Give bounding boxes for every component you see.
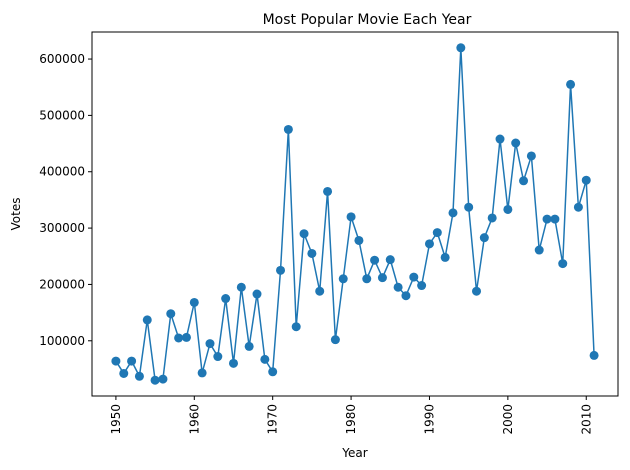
data-point <box>252 289 262 299</box>
data-point <box>464 202 474 212</box>
data-point <box>432 228 442 238</box>
data-point <box>401 291 411 301</box>
data-point <box>213 352 223 362</box>
data-point <box>354 235 364 245</box>
data-point <box>283 124 293 134</box>
data-point <box>142 315 152 325</box>
data-point <box>448 208 458 218</box>
data-point <box>205 339 215 349</box>
y-axis-label: Votes <box>9 198 23 231</box>
data-point <box>236 282 246 292</box>
data-point <box>589 350 599 360</box>
chart-title: Most Popular Movie Each Year <box>263 12 472 28</box>
y-tick-label: 400000 <box>39 165 85 179</box>
data-point <box>409 272 419 282</box>
data-point <box>456 43 466 53</box>
data-point <box>166 309 176 319</box>
data-point <box>330 335 340 345</box>
data-point <box>503 204 513 214</box>
data-point <box>299 229 309 239</box>
data-point <box>346 212 356 222</box>
y-axis: 100000 200000 300000 400000 500000 600000 <box>39 52 92 348</box>
y-tick-label: 600000 <box>39 52 85 66</box>
x-tick-label: 1970 <box>266 404 280 435</box>
data-point <box>134 371 144 381</box>
data-point <box>127 356 137 366</box>
data-point <box>150 375 160 385</box>
y-tick-label: 500000 <box>39 108 85 122</box>
data-point <box>189 297 199 307</box>
x-tick-label: 2010 <box>579 404 593 435</box>
data-point <box>519 176 529 186</box>
data-point <box>417 281 427 291</box>
data-point <box>479 233 489 243</box>
data-point <box>393 282 403 292</box>
data-point <box>511 138 521 148</box>
data-point <box>550 214 560 224</box>
data-point <box>338 274 348 284</box>
data-point <box>111 356 121 366</box>
x-axis: 1950 1960 1970 1980 1990 2000 2010 <box>109 396 593 435</box>
data-point <box>377 273 387 283</box>
x-axis-label: Year <box>341 446 367 460</box>
data-point <box>221 294 231 304</box>
series-line <box>115 47 595 382</box>
data-point <box>291 322 301 332</box>
data-point <box>197 368 207 378</box>
data-point <box>534 245 544 255</box>
data-point <box>581 175 591 185</box>
data-point <box>268 367 278 377</box>
data-point <box>487 213 497 223</box>
data-point <box>244 341 254 351</box>
data-point <box>119 368 129 378</box>
y-tick-label: 300000 <box>39 221 85 235</box>
y-tick-label: 100000 <box>39 334 85 348</box>
x-tick-label: 1950 <box>109 404 123 435</box>
x-tick-label: 1990 <box>422 404 436 435</box>
data-points <box>111 43 599 385</box>
x-tick-label: 1980 <box>344 404 358 435</box>
data-point <box>370 255 380 265</box>
data-point <box>472 286 482 296</box>
data-point <box>323 186 333 196</box>
data-point <box>181 332 191 342</box>
data-point <box>440 252 450 262</box>
data-point <box>385 255 395 265</box>
data-point <box>174 333 184 343</box>
data-point <box>558 259 568 269</box>
data-point <box>307 248 317 258</box>
data-point <box>424 239 434 249</box>
x-tick-label: 2000 <box>501 404 515 435</box>
data-point <box>573 202 583 212</box>
y-tick-label: 200000 <box>39 277 85 291</box>
x-tick-label: 1960 <box>187 404 201 435</box>
data-point <box>542 214 552 224</box>
data-point <box>315 286 325 296</box>
data-point <box>566 79 576 89</box>
data-point <box>362 274 372 284</box>
data-point <box>276 265 286 275</box>
data-point <box>158 374 168 384</box>
data-point <box>495 134 505 144</box>
data-point <box>526 151 536 161</box>
data-point <box>228 358 238 368</box>
data-point <box>260 354 270 364</box>
plot-area <box>91 31 619 397</box>
